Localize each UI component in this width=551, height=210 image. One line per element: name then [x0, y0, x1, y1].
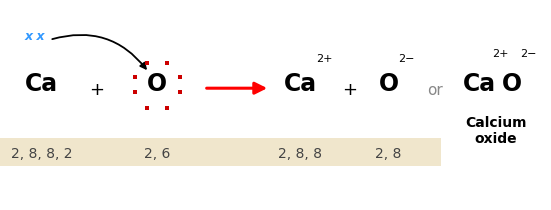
Point — [163, 61, 171, 65]
Text: 2+: 2+ — [316, 54, 333, 64]
Text: 2−: 2− — [398, 54, 414, 64]
Text: or: or — [428, 83, 443, 98]
Point — [175, 91, 184, 94]
Point — [163, 106, 171, 109]
Text: 2, 8: 2, 8 — [375, 147, 402, 161]
FancyBboxPatch shape — [0, 138, 441, 166]
Text: O: O — [147, 72, 167, 96]
Text: Calcium
oxide: Calcium oxide — [465, 116, 527, 146]
Text: O: O — [379, 72, 398, 96]
Point — [143, 106, 152, 109]
Text: 2−: 2− — [520, 49, 537, 59]
Text: x x: x x — [24, 30, 45, 43]
Point — [175, 75, 184, 79]
Text: 2, 6: 2, 6 — [144, 147, 170, 161]
Text: Ca: Ca — [284, 72, 317, 96]
Text: O: O — [503, 72, 522, 96]
Text: 2, 8, 8: 2, 8, 8 — [278, 147, 322, 161]
Text: +: + — [342, 81, 358, 99]
Point — [131, 91, 139, 94]
Text: Ca: Ca — [25, 72, 58, 96]
Point — [143, 61, 152, 65]
Text: +: + — [89, 81, 104, 99]
Text: 2+: 2+ — [492, 49, 509, 59]
Text: Ca: Ca — [463, 72, 496, 96]
Text: 2, 8, 8, 2: 2, 8, 8, 2 — [10, 147, 72, 161]
Point — [131, 75, 139, 79]
